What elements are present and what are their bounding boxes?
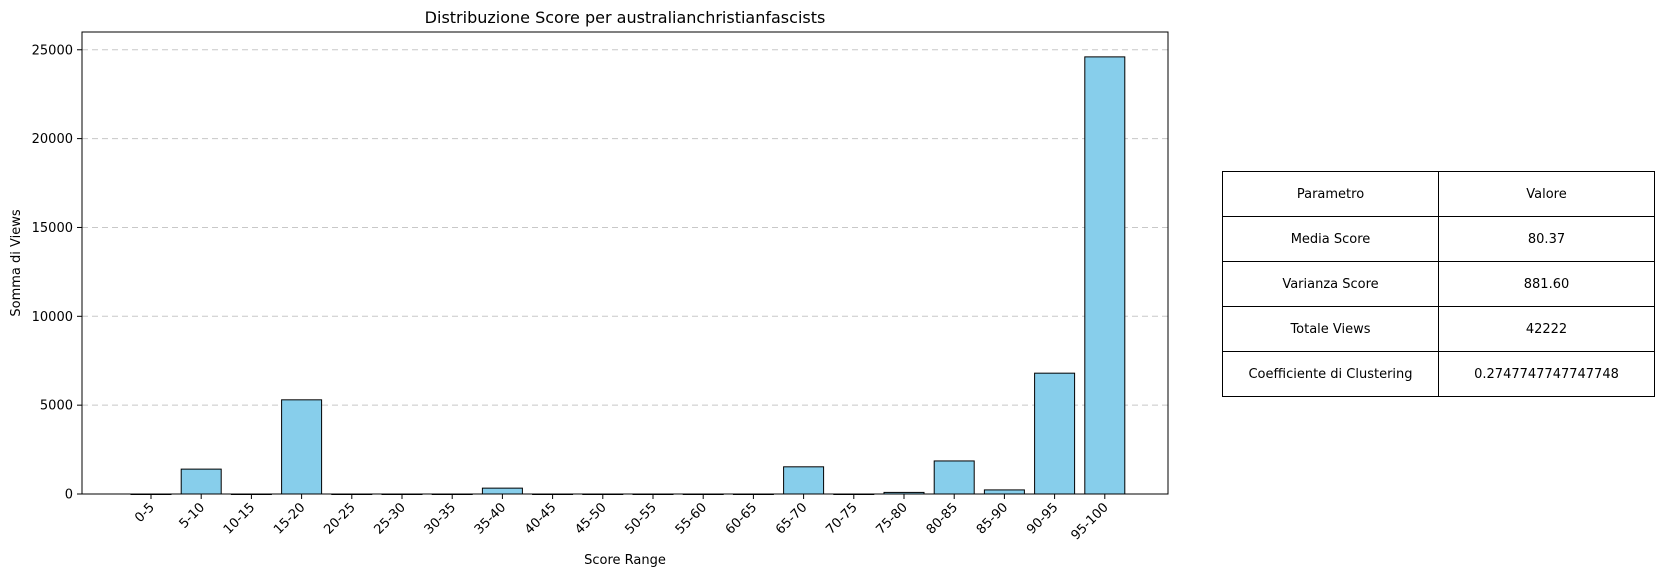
x-tick-label: 35-40 [472,500,509,537]
y-tick-label: 25000 [32,43,73,58]
x-axis: 0-5 5-10 10-15 15-20 20-25 25-30 30-35 35-40 40-… [132,494,1112,543]
x-tick-label: 70-75 [823,500,860,537]
bar-5-10 [180,468,222,495]
x-tick-label: 40-45 [522,500,559,537]
table-header-cell: Parametro [1222,171,1439,217]
table-cell: 881.60 [1438,261,1655,307]
table-cell: 42222 [1438,306,1655,352]
bar-chart: Distribuzione Score per australianchrist… [9,8,1169,568]
grid-lines [82,49,1168,406]
bar-65-70 [783,466,825,495]
x-tick-label: 80-85 [924,500,961,537]
y-axis-label: Somma di Views [9,209,24,316]
bar-80-85 [933,460,975,495]
bar-35-40 [481,487,523,495]
stats-table: Parametro Valore Media Score 80.37 Varia… [1222,171,1655,397]
x-tick-label: 60-65 [723,500,760,537]
x-tick-label: 0-5 [132,500,158,526]
x-tick-label: 45-50 [572,500,609,537]
x-tick-label: 50-55 [623,500,660,537]
chart-title: Distribuzione Score per australianchrist… [425,8,826,27]
x-tick-label: 85-90 [974,500,1011,537]
bar-15-20 [281,399,323,495]
y-tick-label: 10000 [32,310,73,325]
y-tick-label: 5000 [40,399,73,414]
plot-frame [81,31,1169,495]
x-tick-label: 75-80 [874,500,911,537]
table-cell: Media Score [1222,216,1439,262]
x-axis-label: Score Range [584,553,666,568]
table-header-cell: Valore [1438,171,1655,217]
y-tick-label: 0 [65,488,73,503]
bar-85-90 [983,489,1025,495]
bar-90-95 [1034,372,1076,495]
x-tick-label: 90-95 [1024,500,1061,537]
table-row: Coefficiente di Clustering 0.27477477477… [1222,351,1655,397]
y-tick-label: 20000 [32,132,73,147]
table-cell: 0.2747747747747748 [1438,351,1655,397]
table-cell: Totale Views [1222,306,1439,352]
table-row: Media Score 80.37 [1222,216,1655,262]
x-tick-label: 95-100 [1068,500,1111,543]
y-axis: 0 5000 10000 15000 20000 25000 [32,43,82,503]
x-tick-label: 5-10 [177,500,208,531]
x-tick-label: 65-70 [773,500,810,537]
x-tick-label: 20-25 [321,500,358,537]
x-tick-label: 25-30 [372,500,409,537]
x-tick-label: 55-60 [673,500,710,537]
y-tick-label: 15000 [32,221,73,236]
bars [130,56,1126,495]
x-tick-label: 30-35 [422,500,459,537]
bar-95-100 [1084,56,1126,495]
x-tick-label: 10-15 [221,500,258,537]
table-header-row: Parametro Valore [1222,171,1655,217]
table-cell: Coefficiente di Clustering [1222,351,1439,397]
table-cell: 80.37 [1438,216,1655,262]
table-row: Varianza Score 881.60 [1222,261,1655,307]
table-cell: Varianza Score [1222,261,1439,307]
x-tick-label: 15-20 [271,500,308,537]
table-row: Totale Views 42222 [1222,306,1655,352]
